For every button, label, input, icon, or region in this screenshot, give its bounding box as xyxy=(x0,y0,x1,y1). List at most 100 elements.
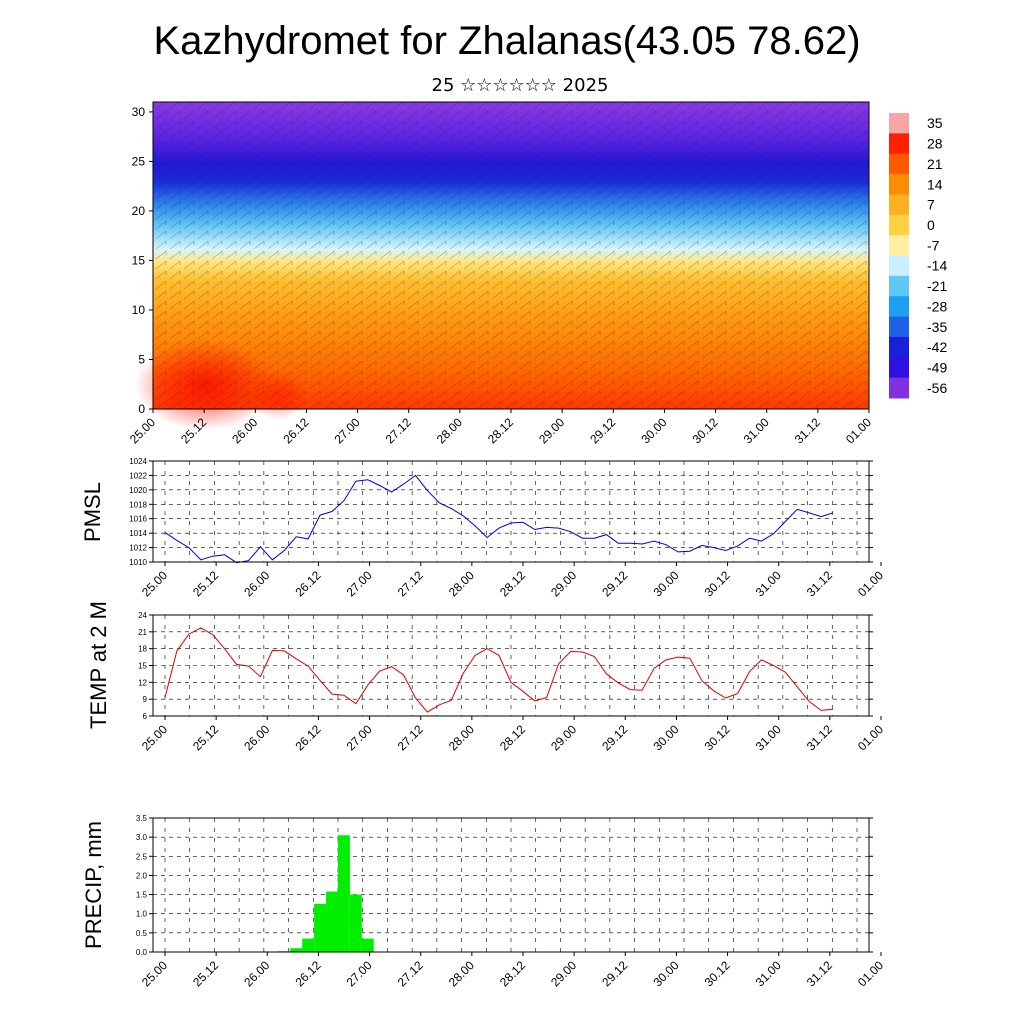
p4-ytick-label: 0.5 xyxy=(136,929,148,938)
p2-ytick-label: 1014 xyxy=(129,529,147,538)
p2-ytick-label: 1016 xyxy=(129,515,147,524)
colorbar-label: -28 xyxy=(927,298,947,314)
p2-xtick-tick-label: 26.12 xyxy=(292,568,323,599)
p3-ytick-label: 18 xyxy=(138,645,147,654)
p3-xtick-tick-label: 28.12 xyxy=(497,722,528,753)
precip-bar xyxy=(337,835,350,952)
colorbar-swatch xyxy=(889,194,909,216)
p2-xtick-tick-label: 31.12 xyxy=(804,568,835,599)
colorbar-swatch xyxy=(889,174,909,195)
p3-xtick-tick-label: 25.00 xyxy=(139,722,170,753)
cross-section-xtick-tick-label: 01.00 xyxy=(843,415,874,446)
colorbar-swatch xyxy=(889,316,909,338)
colorbar-swatch xyxy=(889,377,909,399)
pmsl-panel: 1010 1012 1014 1016 1018 1020 1022 1024 25.00 25… xyxy=(80,457,886,599)
pmsl-frame xyxy=(152,460,870,563)
cross-section-xtick-tick-label: 30.00 xyxy=(638,415,669,446)
cross-section-xtick-tick-label: 30.12 xyxy=(690,415,721,446)
p2-ytick-label: 1024 xyxy=(129,457,147,466)
p4-xtick-tick-label: 28.00 xyxy=(446,958,477,989)
p4-xtick-tick-label: 27.12 xyxy=(395,958,426,989)
p3-xtick-tick-label: 26.00 xyxy=(241,722,272,753)
colorbar-swatch xyxy=(889,275,909,297)
p2-xtick-tick-label: 31.00 xyxy=(753,568,784,599)
colorbar-swatch xyxy=(889,113,909,134)
p4-xtick-tick-label: 30.00 xyxy=(650,958,681,989)
cross-section-ytick-label: 15 xyxy=(132,253,146,267)
colorbar-label: -21 xyxy=(927,278,947,294)
p3-xtick-tick-label: 27.00 xyxy=(344,722,375,753)
p3-ytick-label: 12 xyxy=(138,678,147,687)
p2-xtick-tick-label: 25.00 xyxy=(139,568,170,599)
colorbar-label: -42 xyxy=(927,339,947,355)
colorbar-label: -56 xyxy=(927,380,947,396)
p2-xtick-tick-label: 01.00 xyxy=(855,568,886,599)
p4-xtick-tick-label: 25.12 xyxy=(190,958,221,989)
precip-panel: 0.0 0.5 1.0 1.5 2.0 2.5 3.0 3.5 25.00 25.12 26.00… xyxy=(81,814,886,989)
p4-ytick-label: 0.0 xyxy=(136,948,148,957)
precip-frame xyxy=(152,817,870,953)
p4-ytick-label: 1.0 xyxy=(136,910,148,919)
colorbar: 35 28 21 14 7 0 -7 -14 -21 -28 -35 -42 -49 -56 xyxy=(889,113,947,399)
p2-ytick-label: 1012 xyxy=(129,544,147,553)
colorbar-label: 0 xyxy=(927,217,935,233)
p2-ytick-label: 1020 xyxy=(129,486,147,495)
p4-xtick-tick-label: 29.00 xyxy=(548,958,579,989)
precip-bar xyxy=(326,891,338,952)
p3-xtick-tick-label: 29.00 xyxy=(548,722,579,753)
cross-section-ytick-label: 5 xyxy=(138,352,145,366)
p3-xtick-tick-label: 25.12 xyxy=(190,722,221,753)
p4-ytick-label: 2.5 xyxy=(136,852,148,861)
colorbar-label: -7 xyxy=(927,237,940,253)
cross-section-ytick-label: 25 xyxy=(132,154,146,168)
p3-xtick-tick-label: 28.00 xyxy=(446,722,477,753)
cross-section-xtick-tick-label: 25.00 xyxy=(127,415,158,446)
p4-xtick-tick-label: 29.12 xyxy=(599,958,630,989)
p3-xtick-tick-label: 31.12 xyxy=(804,722,835,753)
p3-xtick-tick-label: 27.12 xyxy=(395,722,426,753)
p4-xtick-tick-label: 30.12 xyxy=(702,958,733,989)
colorbar-swatch xyxy=(889,296,909,318)
p2-xtick-tick-label: 30.12 xyxy=(702,568,733,599)
p4-xtick-tick-label: 31.00 xyxy=(753,958,784,989)
p3-xtick-tick-label: 29.12 xyxy=(599,722,630,753)
colorbar-label: 28 xyxy=(927,136,943,152)
p2-xtick-tick-label: 27.12 xyxy=(395,568,426,599)
cross-section-ytick-label: 30 xyxy=(132,105,146,119)
colorbar-swatch xyxy=(889,357,909,379)
colorbar-swatch xyxy=(889,235,909,256)
cross-section-ytick-label: 20 xyxy=(132,204,146,218)
p2-xtick-tick-label: 29.12 xyxy=(599,568,630,599)
chart-subtitle: 25 ☆☆☆☆☆☆ 2025 xyxy=(432,75,609,96)
temp-ylabel: TEMP at 2 M xyxy=(86,601,111,729)
cross-section-ytick-label: 10 xyxy=(132,303,146,317)
p4-xtick-tick-label: 26.12 xyxy=(292,958,323,989)
p4-ytick-label: 3.5 xyxy=(136,814,148,823)
temp-series-line xyxy=(164,627,834,713)
p4-xtick-tick-label: 27.00 xyxy=(344,958,375,989)
p3-xtick-tick-label: 30.12 xyxy=(702,722,733,753)
cross-section-xtick-tick-label: 29.00 xyxy=(536,415,567,446)
p3-ytick-label: 21 xyxy=(138,628,147,637)
precip-bar xyxy=(361,938,374,952)
pmsl-series-line xyxy=(164,474,834,564)
cross-section-xtick-tick-label: 27.12 xyxy=(383,415,414,446)
p2-xtick-tick-label: 26.00 xyxy=(241,568,272,599)
p2-xtick-tick-label: 28.00 xyxy=(446,568,477,599)
p4-ytick-label: 2.0 xyxy=(136,871,148,880)
p2-ytick-label: 1010 xyxy=(129,558,147,567)
colorbar-swatch xyxy=(889,214,909,236)
cross-section-xtick-tick-label: 28.12 xyxy=(485,415,516,446)
p2-xtick-tick-label: 30.00 xyxy=(650,568,681,599)
cross-section-xtick-tick-label: 29.12 xyxy=(587,415,618,446)
colorbar-label: -49 xyxy=(927,359,947,375)
p3-xtick-tick-label: 01.00 xyxy=(855,722,886,753)
p2-xtick-tick-label: 27.00 xyxy=(344,568,375,599)
p3-xtick-tick-label: 30.00 xyxy=(650,722,681,753)
cross-section-xtick-tick-label: 28.00 xyxy=(434,415,465,446)
cross-section-ytick-label: 0 xyxy=(138,402,145,416)
precip-bar xyxy=(302,938,315,952)
p2-xtick-tick-label: 29.00 xyxy=(548,568,579,599)
